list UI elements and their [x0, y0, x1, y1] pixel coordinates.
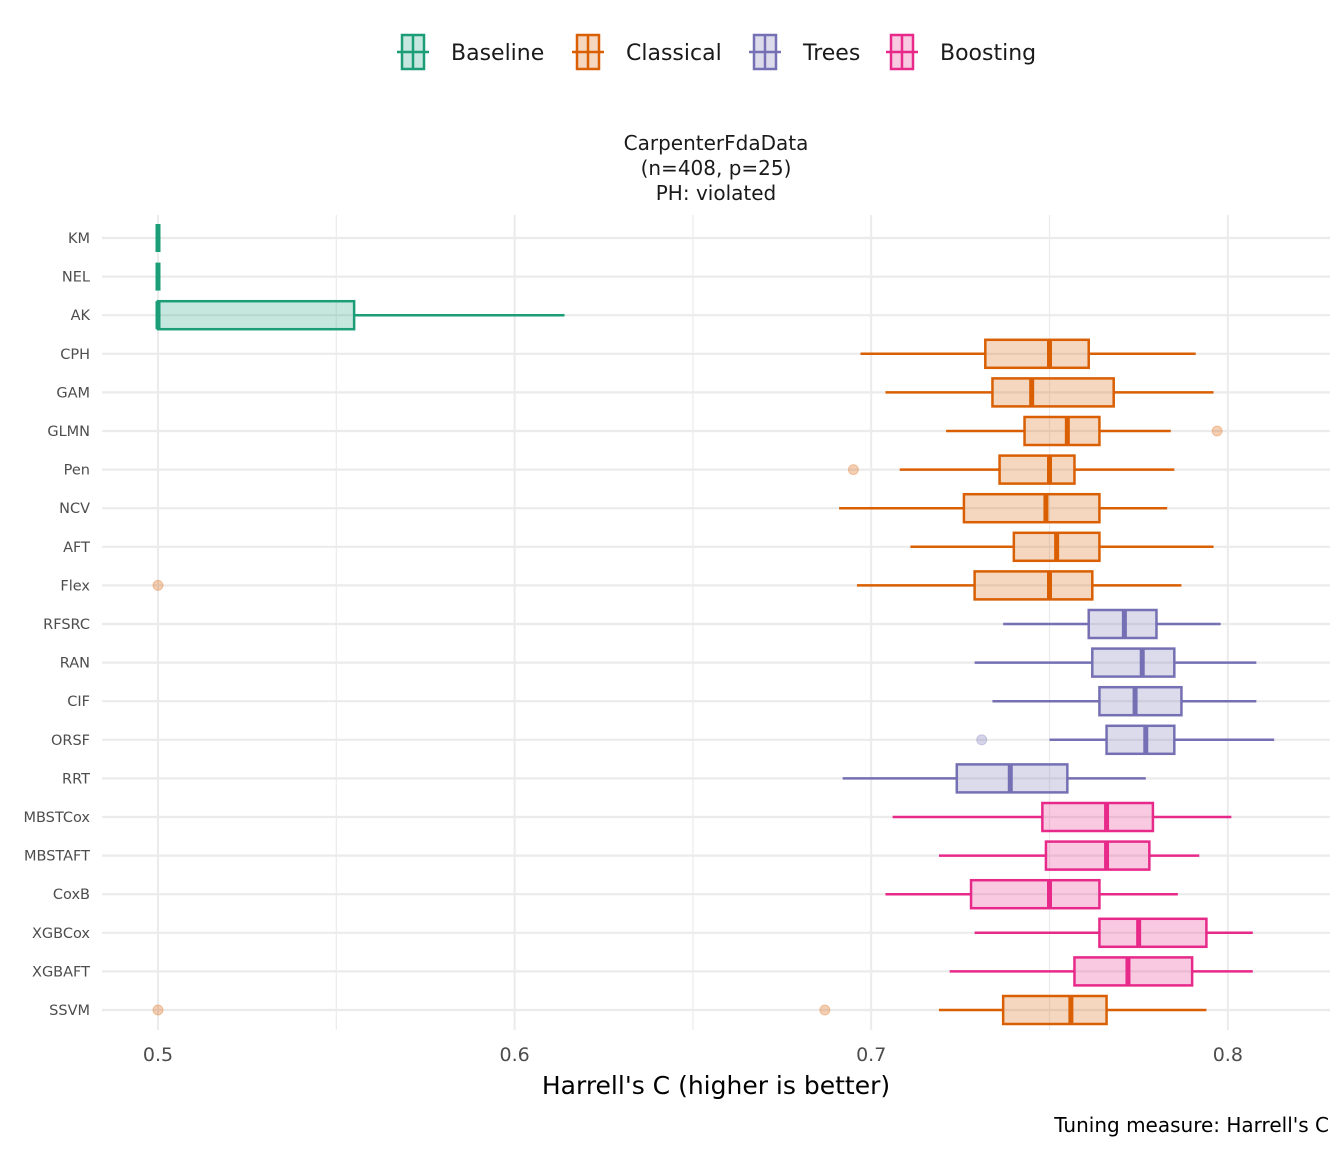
y-tick-label: KM	[68, 231, 90, 247]
y-tick-label: SSVM	[49, 1003, 90, 1019]
iqr-box	[1098, 685, 1183, 717]
y-tick-label: NCV	[59, 501, 90, 517]
outlier-point	[819, 1004, 831, 1016]
facet-title-line-2: (n=408, p=25)	[641, 156, 792, 180]
iqr-box	[1023, 415, 1101, 447]
x-axis-ticks: 0.5 0.6 0.7 0.8	[143, 1044, 1243, 1066]
y-tick-label: XGBAFT	[32, 964, 90, 980]
box-aft	[910, 531, 1214, 563]
outlier-point	[152, 579, 164, 591]
y-tick-label: RRT	[62, 771, 90, 787]
box-ncv	[839, 492, 1168, 524]
iqr-box	[156, 299, 356, 331]
box-xgbaft	[949, 956, 1253, 987]
y-tick-label: MBSTAFT	[24, 849, 90, 865]
box-mbstaft	[938, 840, 1200, 871]
y-tick-label: Pen	[64, 463, 90, 479]
iqr-box	[969, 878, 1101, 910]
box-gam	[885, 377, 1214, 408]
iqr-box	[1105, 724, 1176, 756]
iqr-box	[1001, 994, 1108, 1026]
y-tick-label: CPH	[60, 347, 90, 363]
iqr-box	[1091, 647, 1176, 678]
box-rfsrc	[1003, 608, 1221, 640]
y-tick-label: ORSF	[51, 733, 90, 749]
box-mbstcox	[892, 801, 1232, 833]
y-tick-label: XGBCox	[32, 926, 90, 942]
legend-label: Boosting	[940, 41, 1036, 66]
y-tick-label: NEL	[62, 270, 90, 286]
legend-item-trees: Trees	[749, 33, 860, 71]
outlier-point	[152, 1004, 164, 1016]
y-tick-label: RAN	[60, 656, 90, 672]
outlier-point	[847, 464, 859, 476]
iqr-box	[998, 454, 1076, 485]
iqr-box	[1044, 840, 1151, 871]
y-tick-label: MBSTCox	[23, 810, 90, 826]
iqr-box	[984, 338, 1090, 370]
facet-title-line-3: PH: violated	[656, 181, 776, 205]
facet-title: CarpenterFdaData (n=408, p=25) PH: viola…	[624, 131, 809, 205]
box-cif	[992, 685, 1257, 717]
legend-label: Trees	[802, 41, 860, 66]
box-pen	[847, 454, 1175, 485]
iqr-box	[1098, 917, 1208, 949]
iqr-box	[1041, 801, 1155, 833]
outlier-point	[976, 734, 988, 746]
box-ssvm	[152, 994, 1207, 1026]
outlier-point	[1211, 425, 1223, 437]
y-tick-label: AFT	[63, 540, 90, 556]
box-ak	[155, 299, 565, 331]
box-rrt	[842, 763, 1146, 794]
y-tick-label: CIF	[67, 694, 90, 710]
x-tick-label: 0.5	[143, 1044, 173, 1066]
box-coxb	[885, 878, 1178, 910]
legend-label: Baseline	[451, 41, 544, 66]
y-tick-label: RFSRC	[43, 617, 90, 633]
legend-item-baseline: Baseline	[397, 33, 544, 71]
iqr-box	[973, 570, 1094, 601]
iqr-box	[991, 377, 1115, 408]
y-tick-label: AK	[71, 308, 91, 324]
iqr-box	[962, 492, 1101, 524]
x-axis-label: Harrell's C (higher is better)	[542, 1071, 890, 1100]
legend-label: Classical	[626, 41, 722, 66]
y-axis-labels: KM NEL AK CPH GAM GLMN Pen NCV AFT Flex RFSRC RAN CI…	[23, 231, 90, 1019]
caption: Tuning measure: Harrell's C	[1053, 1113, 1329, 1137]
box-cph	[860, 338, 1196, 370]
y-tick-label: GLMN	[47, 424, 90, 440]
legend-item-classical: Classical	[572, 33, 722, 71]
legend-item-boosting: Boosting	[886, 33, 1036, 71]
iqr-box	[1073, 956, 1194, 987]
x-tick-label: 0.6	[499, 1044, 529, 1066]
box-xgbcox	[974, 917, 1253, 949]
y-tick-label: CoxB	[53, 887, 90, 903]
box-glmn	[946, 415, 1223, 447]
box-flex	[152, 570, 1182, 601]
box-orsf	[976, 724, 1275, 756]
x-tick-label: 0.7	[856, 1044, 886, 1066]
boxes	[152, 224, 1275, 1026]
x-tick-label: 0.8	[1213, 1044, 1243, 1066]
facet-title-line-1: CarpenterFdaData	[624, 131, 809, 155]
y-tick-label: Flex	[60, 578, 90, 594]
legend: Baseline Classical Trees Boosting	[397, 33, 1036, 71]
y-tick-label: GAM	[56, 385, 90, 401]
box-ran	[974, 647, 1257, 678]
